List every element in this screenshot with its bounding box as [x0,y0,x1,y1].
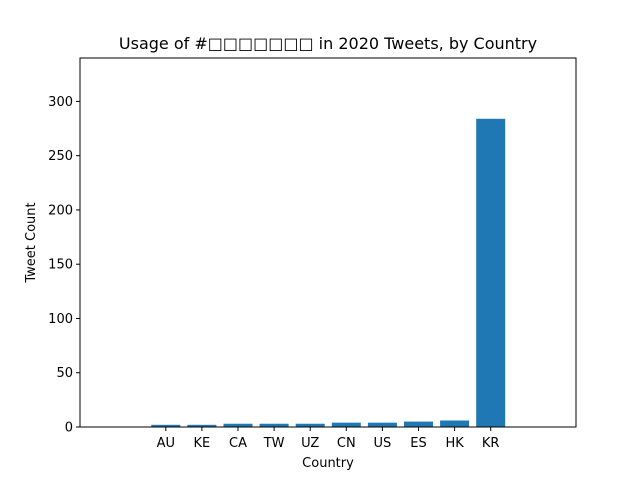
bar-kr [476,118,506,427]
x-axis-label: Country [302,456,354,471]
y-tick-label: 150 [48,258,73,273]
y-axis: 0 50 100 150 200 250 300 [48,95,80,436]
bar-ke [187,424,217,427]
y-axis-label: Tweet Count [24,202,39,283]
bar-ca [223,423,253,427]
x-tick-label-us: US [374,436,392,451]
x-tick-label-hk: HK [445,436,464,451]
x-tick-label-es: ES [410,436,426,451]
y-tick-label: 0 [65,421,73,436]
x-tick-label-ke: KE [194,436,211,451]
chart-title: Usage of #□□□□□□□ in 2020 Tweets, by Cou… [119,34,537,53]
bar-hk [440,420,470,427]
bar-tw [259,423,289,427]
y-tick-label: 200 [48,203,73,218]
y-tick-label: 100 [48,312,73,327]
y-tick-label: 250 [48,149,73,164]
x-tick-label-tw: TW [263,436,285,451]
bar-uz [295,423,325,427]
x-tick-label-kr: KR [482,436,500,451]
x-tick-label-ca: CA [229,436,247,451]
x-tick-label-uz: UZ [301,436,319,451]
bar-us [367,422,397,427]
plot-frame [79,57,577,428]
bar-es [404,421,433,427]
bar-au [151,424,181,427]
y-tick-label: 300 [48,95,73,110]
y-tick-label: 50 [56,366,73,381]
bar-cn [331,422,361,427]
x-tick-label-au: AU [157,436,175,451]
x-tick-label-cn: CN [337,436,356,451]
x-axis: AU KE CA TW UZ CN US ES HK KR [157,427,500,451]
bars-group [151,118,506,427]
